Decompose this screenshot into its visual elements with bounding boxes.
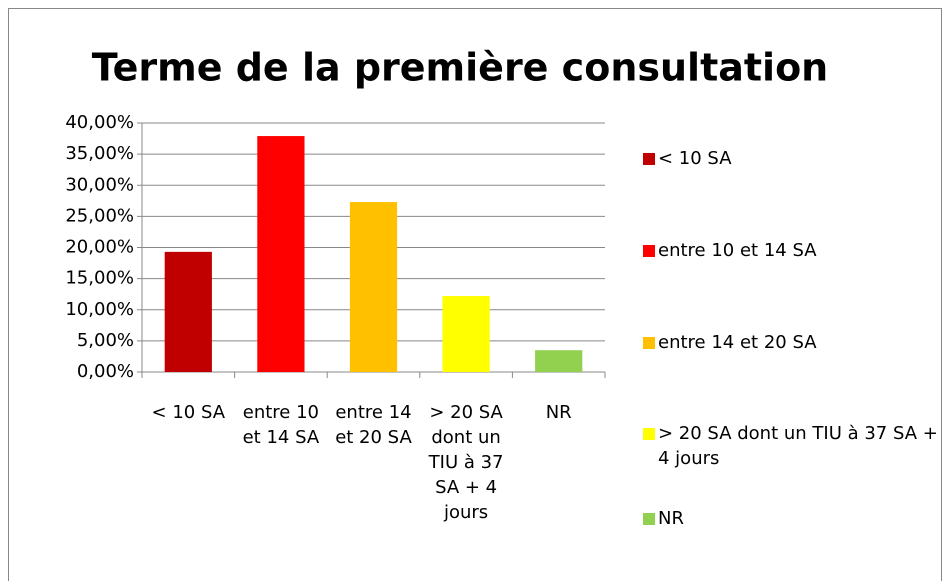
x-tick-label-box: entre 14 et 20 SA xyxy=(335,402,412,448)
legend-swatch xyxy=(643,513,655,525)
x-tick-label: < 10 SA xyxy=(151,402,226,423)
y-tick-label: 10,00% xyxy=(65,299,134,320)
y-tick-label: 30,00% xyxy=(65,174,134,195)
y-tick-label: 0,00% xyxy=(77,361,134,382)
legend-swatch xyxy=(643,337,655,349)
legend-swatch xyxy=(643,245,655,257)
bar xyxy=(164,251,212,372)
legend-label-box: > 20 SA dont un TIU à 37 SA + 4 jours xyxy=(658,423,938,469)
x-tick-label-box: entre 10 et 14 SA xyxy=(242,402,320,448)
chart-title: Terme de la première consultation xyxy=(92,46,828,90)
bar xyxy=(257,136,305,372)
legend-label-box: NR xyxy=(658,508,684,529)
legend-label: entre 14 et 20 SA xyxy=(658,332,817,353)
x-tick-label-box: NR xyxy=(545,402,572,423)
legend-label: > 20 SA dont un TIU à 37 SA + 4 jours xyxy=(658,423,938,469)
x-tick-label-box: < 10 SA xyxy=(151,402,226,423)
y-tick-label: 35,00% xyxy=(65,143,134,164)
y-tick-label: 5,00% xyxy=(77,330,134,351)
x-tick-label: entre 14 et 20 SA xyxy=(335,402,412,448)
y-tick-label: 15,00% xyxy=(65,268,134,289)
legend-label-box: entre 10 et 14 SA xyxy=(658,240,817,261)
legend-label: entre 10 et 14 SA xyxy=(658,240,817,261)
legend-swatch xyxy=(643,428,655,440)
bar xyxy=(442,296,490,372)
legend-label-box: entre 14 et 20 SA xyxy=(658,332,817,353)
x-tick-label-box: > 20 SA dont un TIU à 37 SA + 4 jours xyxy=(428,402,504,523)
x-tick-label: entre 10 et 14 SA xyxy=(242,402,320,448)
bar xyxy=(535,350,583,372)
y-tick-label: 40,00% xyxy=(65,112,134,133)
chart-frame xyxy=(8,8,942,581)
y-tick-label: 20,00% xyxy=(65,237,134,258)
bar xyxy=(349,202,398,372)
legend-label-box: < 10 SA xyxy=(658,148,732,169)
legend-label: < 10 SA xyxy=(658,148,732,169)
x-tick-label: > 20 SA dont un TIU à 37 SA + 4 jours xyxy=(428,402,504,523)
x-tick-label: NR xyxy=(545,402,572,423)
legend-label: NR xyxy=(658,508,684,529)
legend-swatch xyxy=(643,153,655,165)
y-tick-label: 25,00% xyxy=(65,205,134,226)
